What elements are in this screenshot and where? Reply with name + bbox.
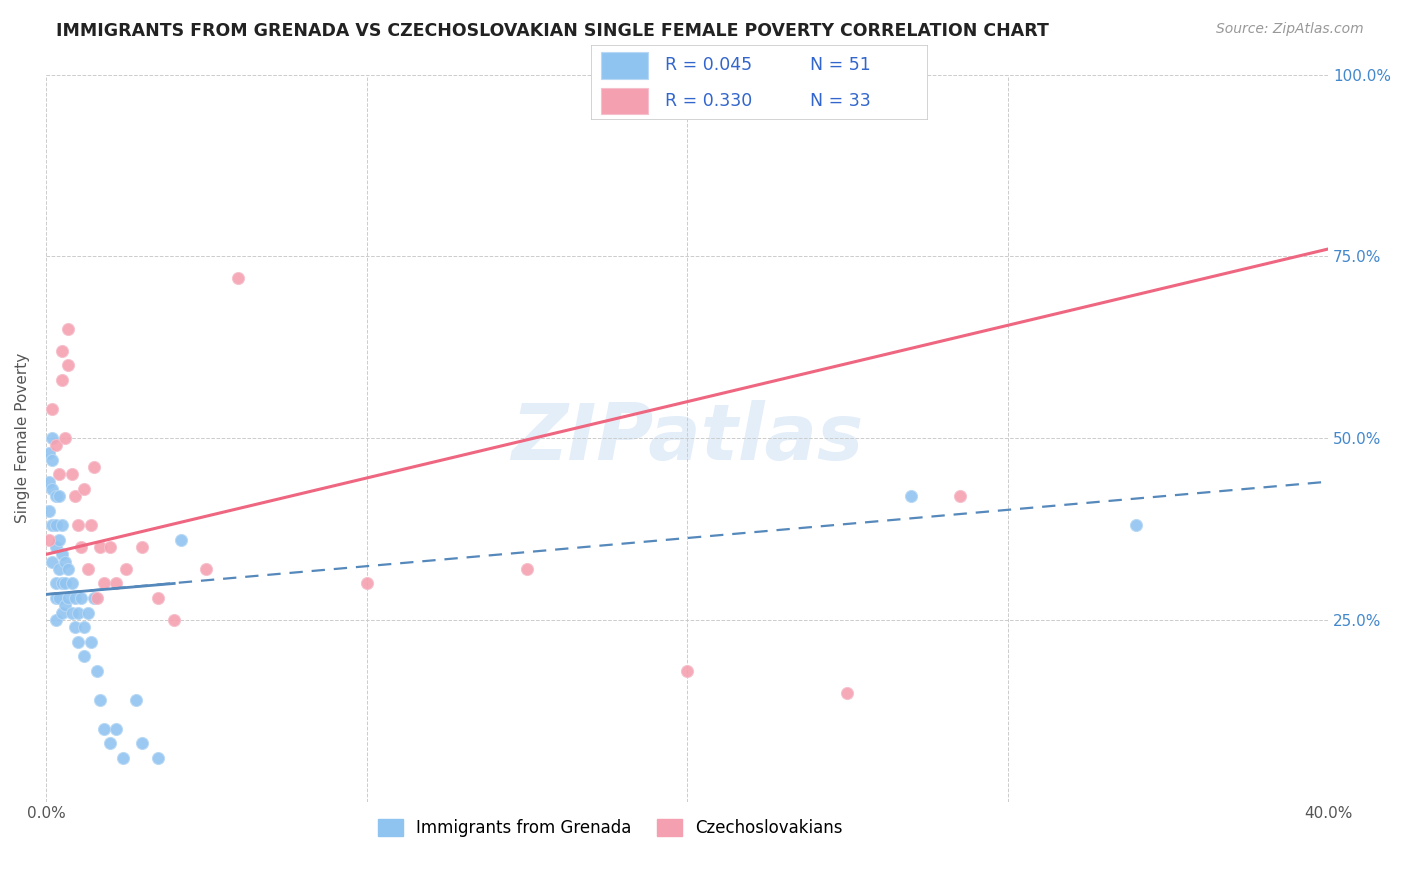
Point: [60, 576, 83, 591]
Point: [86, 591, 108, 605]
Point: [195, 562, 218, 576]
Point: [73, 620, 96, 634]
Point: [60, 606, 83, 620]
Point: [837, 685, 859, 699]
Point: [900, 489, 922, 503]
Point: [58, 562, 80, 576]
Text: N = 51: N = 51: [810, 56, 870, 74]
Text: Source: ZipAtlas.com: Source: ZipAtlas.com: [1216, 22, 1364, 37]
Point: [53, 576, 76, 591]
Point: [51, 518, 73, 533]
Point: [53, 599, 76, 613]
Point: [38, 475, 60, 489]
Point: [45, 489, 67, 503]
Point: [356, 576, 378, 591]
Point: [63, 591, 86, 605]
Point: [83, 460, 105, 475]
Text: R = 0.045: R = 0.045: [665, 56, 752, 74]
Y-axis label: Single Female Poverty: Single Female Poverty: [15, 353, 30, 524]
Point: [948, 489, 970, 503]
Text: IMMIGRANTS FROM GRENADA VS CZECHOSLOVAKIAN SINGLE FEMALE POVERTY CORRELATION CHA: IMMIGRANTS FROM GRENADA VS CZECHOSLOVAKI…: [56, 22, 1049, 40]
Point: [48, 467, 70, 482]
Point: [105, 576, 128, 591]
Point: [45, 438, 67, 452]
Point: [45, 540, 67, 554]
Point: [45, 518, 67, 533]
Point: [115, 562, 138, 576]
Point: [51, 343, 73, 358]
Point: [70, 540, 93, 554]
Point: [516, 562, 538, 576]
Point: [105, 722, 128, 736]
Point: [66, 634, 89, 648]
Point: [63, 620, 86, 634]
Point: [66, 518, 89, 533]
Point: [41, 482, 63, 496]
Point: [89, 693, 111, 707]
Point: [93, 576, 115, 591]
Point: [41, 453, 63, 467]
FancyBboxPatch shape: [600, 52, 648, 78]
Point: [73, 482, 96, 496]
Point: [38, 504, 60, 518]
Point: [51, 547, 73, 561]
Point: [48, 489, 70, 503]
Point: [163, 613, 186, 627]
Point: [38, 533, 60, 547]
Point: [76, 606, 98, 620]
Point: [63, 489, 86, 503]
Text: N = 33: N = 33: [810, 92, 870, 110]
Point: [45, 576, 67, 591]
Point: [41, 518, 63, 533]
Point: [41, 401, 63, 416]
FancyBboxPatch shape: [591, 45, 928, 120]
Point: [66, 606, 89, 620]
Point: [53, 431, 76, 445]
Point: [58, 322, 80, 336]
Point: [131, 736, 153, 750]
Point: [80, 634, 103, 648]
Point: [226, 271, 249, 285]
Point: [53, 555, 76, 569]
Point: [51, 606, 73, 620]
Point: [131, 540, 153, 554]
Point: [48, 562, 70, 576]
Point: [111, 751, 134, 765]
Point: [45, 613, 67, 627]
Point: [1125, 518, 1147, 533]
Point: [48, 533, 70, 547]
Point: [38, 445, 60, 459]
Point: [89, 540, 111, 554]
Point: [70, 591, 93, 605]
Legend: Immigrants from Grenada, Czechoslovakians: Immigrants from Grenada, Czechoslovakian…: [371, 813, 849, 844]
FancyBboxPatch shape: [600, 87, 648, 114]
Text: R = 0.330: R = 0.330: [665, 92, 752, 110]
Point: [676, 664, 699, 678]
Point: [80, 518, 103, 533]
Point: [60, 467, 83, 482]
Point: [146, 591, 169, 605]
Point: [169, 533, 191, 547]
Point: [58, 591, 80, 605]
Text: ZIPatlas: ZIPatlas: [510, 400, 863, 476]
Point: [58, 359, 80, 373]
Point: [125, 693, 148, 707]
Point: [86, 664, 108, 678]
Point: [98, 540, 121, 554]
Point: [146, 751, 169, 765]
Point: [51, 576, 73, 591]
Point: [51, 373, 73, 387]
Point: [45, 591, 67, 605]
Point: [93, 722, 115, 736]
Point: [76, 562, 98, 576]
Point: [83, 591, 105, 605]
Point: [73, 649, 96, 664]
Point: [41, 555, 63, 569]
Point: [98, 736, 121, 750]
Point: [48, 591, 70, 605]
Point: [41, 431, 63, 445]
